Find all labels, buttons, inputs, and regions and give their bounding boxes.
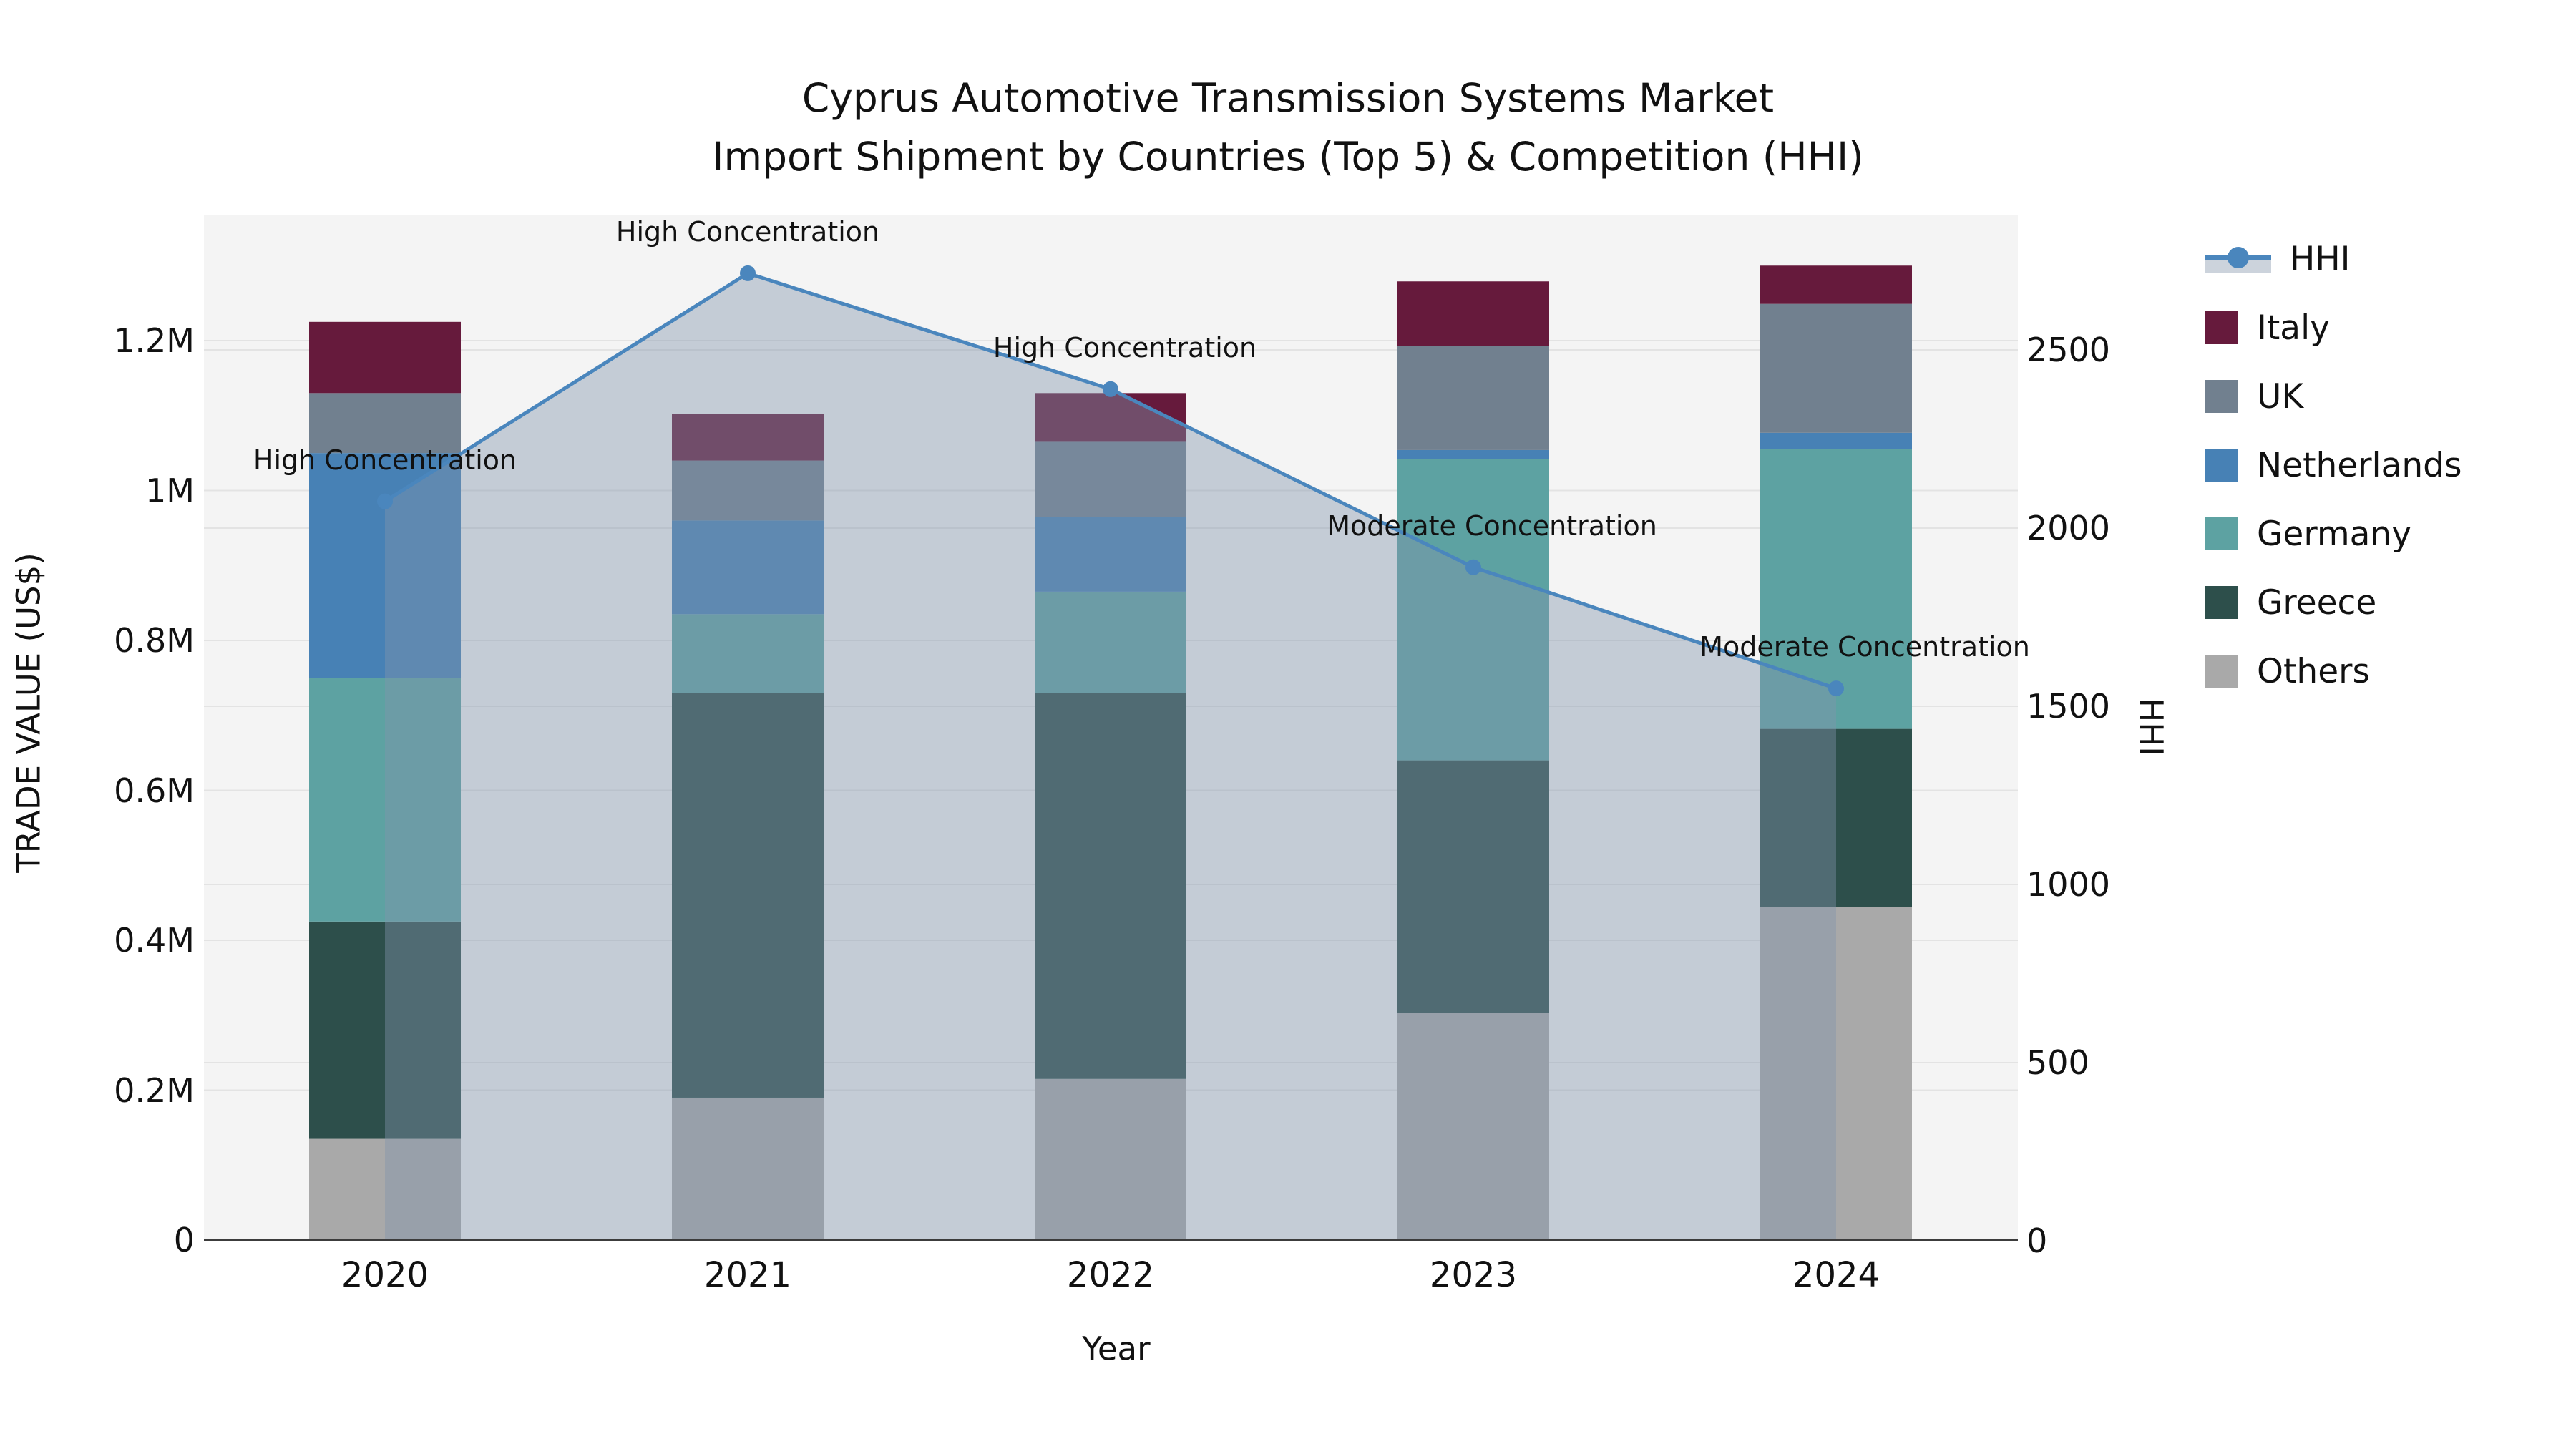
legend-label-netherlands: Netherlands [2257, 445, 2462, 485]
chart-title-line2: Import Shipment by Countries (Top 5) & C… [712, 134, 1864, 180]
y-left-tick-0.6M: 0.6M [114, 771, 195, 810]
bar-segment-2020-greece [309, 921, 461, 1139]
annotation-2024: Moderate Concentration [1699, 631, 2030, 663]
bar-segment-2021-others [672, 1097, 824, 1240]
bar-segment-2021-germany [672, 614, 824, 693]
legend-label-italy: Italy [2257, 308, 2330, 348]
hhi-marker-2024 [1828, 680, 1844, 697]
bar-segment-2022-italy [1035, 393, 1186, 442]
bar-segment-2020-others [309, 1138, 461, 1240]
bar-segment-2022-others [1035, 1078, 1186, 1240]
y-right-tick-2500: 2500 [2026, 331, 2111, 369]
legend-item-italy: Italy [2205, 293, 2462, 362]
bar-segment-2022-uk [1035, 441, 1186, 517]
legend-item-germany: Germany [2205, 499, 2462, 568]
annotation-2023: Moderate Concentration [1327, 509, 1657, 542]
bar-segment-2020-germany [309, 678, 461, 922]
x-tick-2024: 2024 [1792, 1255, 1880, 1295]
legend-swatch-others [2205, 655, 2238, 688]
legend-item-netherlands: Netherlands [2205, 431, 2462, 499]
legend-label-others: Others [2257, 651, 2370, 691]
bar-segment-2024-italy [1760, 265, 1912, 304]
annotation-2022: High Concentration [992, 331, 1257, 364]
bar-segment-2024-others [1760, 907, 1912, 1240]
legend-label-uk: UK [2257, 376, 2304, 416]
hhi-line-swatch-icon [2205, 243, 2271, 275]
x-tick-2021: 2021 [703, 1255, 792, 1295]
y-right-tick-1500: 1500 [2026, 687, 2111, 726]
legend-swatch-uk [2205, 380, 2238, 413]
bar-segment-2021-greece [672, 693, 824, 1098]
y-right-tick-0: 0 [2026, 1221, 2048, 1260]
bar-segment-2022-germany [1035, 591, 1186, 693]
hhi-marker-2021 [740, 265, 756, 281]
chart-title: Cyprus Automotive Transmission Systems M… [0, 69, 2576, 186]
legend-swatch-italy [2205, 311, 2238, 344]
bar-segment-2023-italy [1397, 281, 1549, 346]
bar-segment-2024-netherlands [1760, 432, 1912, 449]
legend-swatch-germany [2205, 517, 2238, 550]
bar-segment-2024-uk [1760, 303, 1912, 433]
legend-item-greece: Greece [2205, 568, 2462, 637]
bar-segment-2020-netherlands [309, 453, 461, 678]
legend-label-hhi: HHI [2290, 239, 2351, 279]
bar-segment-2023-germany [1397, 459, 1549, 761]
bar-segment-2021-uk [672, 460, 824, 521]
bar-segment-2022-netherlands [1035, 517, 1186, 592]
y-left-tick-0: 0 [173, 1221, 195, 1259]
x-tick-2023: 2023 [1429, 1255, 1518, 1295]
bar-segment-2024-greece [1760, 728, 1912, 907]
y-left-tick-0.4M: 0.4M [114, 921, 195, 960]
hhi-marker-2022 [1103, 381, 1118, 397]
x-axis-label: Year [1082, 1330, 1151, 1368]
bar-segment-2023-netherlands [1397, 449, 1549, 459]
y-left-tick-1M: 1M [145, 471, 195, 510]
hhi-marker-2020 [377, 493, 393, 509]
y-right-tick-2000: 2000 [2026, 509, 2111, 547]
legend-item-others: Others [2205, 637, 2462, 706]
bar-segment-2021-netherlands [672, 520, 824, 615]
bar-segment-2020-uk [309, 393, 461, 454]
bar-segment-2020-italy [309, 321, 461, 394]
x-tick-2020: 2020 [341, 1255, 429, 1295]
bar-segment-2023-others [1397, 1013, 1549, 1240]
legend-swatch-greece [2205, 586, 2238, 619]
y-left-tick-0.8M: 0.8M [114, 621, 195, 660]
legend-label-germany: Germany [2257, 514, 2412, 554]
hhi-marker-2023 [1465, 559, 1481, 575]
legend-swatch-netherlands [2205, 449, 2238, 482]
hhi-markers [377, 265, 1844, 697]
y-right-tick-1000: 1000 [2026, 865, 2111, 904]
bar-segment-2023-greece [1397, 760, 1549, 1013]
stacked-bars [309, 265, 1912, 1240]
y-axis-label-left: TRADE VALUE (US$) [9, 552, 48, 873]
annotation-2021: High Concentration [615, 215, 880, 248]
chart-title-line1: Cyprus Automotive Transmission Systems M… [801, 75, 1775, 121]
y-left-tick-0.2M: 0.2M [114, 1070, 195, 1110]
hhi-area-fill [385, 273, 1836, 1241]
legend: HHI Italy UK Netherlands Germany Greece Others [2205, 225, 2462, 706]
bar-segment-2022-greece [1035, 693, 1186, 1079]
legend-label-greece: Greece [2257, 582, 2377, 623]
y-axis-label-right: HHI [2132, 698, 2170, 756]
legend-item-uk: UK [2205, 362, 2462, 431]
bar-segment-2021-italy [672, 414, 824, 461]
y-right-tick-500: 500 [2026, 1043, 2089, 1082]
x-tick-2022: 2022 [1066, 1255, 1155, 1295]
y-left-tick-1.2M: 1.2M [114, 321, 195, 360]
hhi-marker-swatch [2228, 247, 2249, 268]
legend-item-hhi: HHI [2205, 225, 2462, 293]
bar-segment-2023-uk [1397, 346, 1549, 450]
annotation-2020: High Concentration [253, 444, 517, 476]
